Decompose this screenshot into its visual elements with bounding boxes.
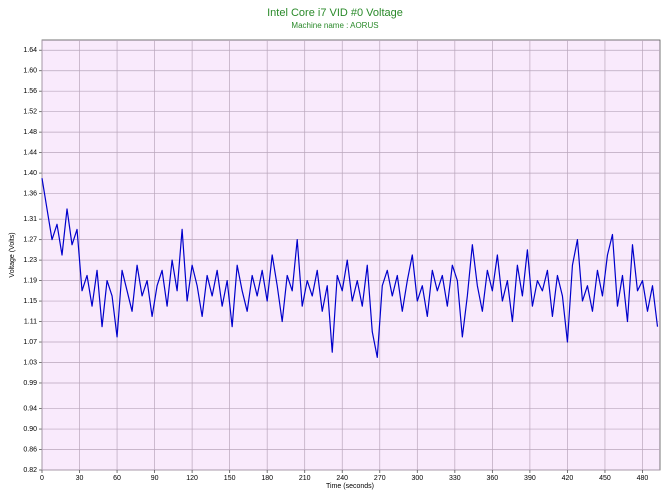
x-tick-label: 450	[599, 475, 611, 482]
y-tick-label: 1.36	[23, 190, 37, 197]
x-tick-label: 150	[224, 475, 236, 482]
y-axis-label: Voltage (Volts)	[9, 232, 16, 277]
data-line	[41, 178, 659, 358]
y-tick-label: 1.60	[23, 68, 37, 75]
y-tick-label: 1.15	[23, 298, 37, 305]
y-tick-label: 1.56	[23, 88, 37, 95]
chart-subtitle: Machine name : AORUS	[291, 21, 378, 30]
x-tick-label: 300	[411, 475, 423, 482]
chart-title: Intel Core i7 VID #0 Voltage	[267, 7, 403, 19]
y-tick-label: 1.44	[23, 149, 37, 156]
x-tick-label: 390	[524, 475, 536, 482]
y-tick-label: 1.03	[23, 359, 37, 366]
y-tick-label: 1.07	[23, 339, 37, 346]
x-tick-label: 330	[449, 475, 461, 482]
x-tick-label: 30	[76, 475, 84, 482]
x-tick-label: 360	[487, 475, 499, 482]
x-tick-label: 120	[186, 475, 198, 482]
x-axis-label: Time (seconds)	[326, 483, 374, 490]
y-tick-label: 1.48	[23, 129, 37, 136]
y-tick-label: 0.94	[23, 405, 37, 412]
y-tick-label: 1.31	[23, 216, 37, 223]
x-tick-label: 240	[336, 475, 348, 482]
y-tick-label: 0.90	[23, 426, 37, 433]
y-tick-label: 0.82	[23, 467, 37, 474]
y-tick-label: 1.23	[23, 257, 37, 264]
y-tick-label: 1.11	[24, 318, 37, 325]
x-tick-label: 270	[374, 475, 386, 482]
y-tick-label: 0.86	[23, 446, 37, 453]
x-tick-label: 90	[151, 475, 159, 482]
x-tick-label: 420	[562, 475, 574, 482]
y-tick-label: 1.64	[23, 47, 37, 54]
y-tick-label: 1.52	[23, 109, 37, 116]
y-tick-label: 1.19	[23, 277, 37, 284]
y-tick-label: 1.27	[23, 236, 37, 243]
y-tick-label: 1.40	[23, 170, 37, 177]
x-tick-label: 180	[261, 475, 273, 482]
x-tick-label: 210	[299, 475, 311, 482]
y-tick-label: 0.99	[23, 380, 37, 387]
x-tick-label: 60	[113, 475, 121, 482]
x-tick-label: 0	[40, 475, 44, 482]
x-tick-label: 480	[637, 475, 649, 482]
